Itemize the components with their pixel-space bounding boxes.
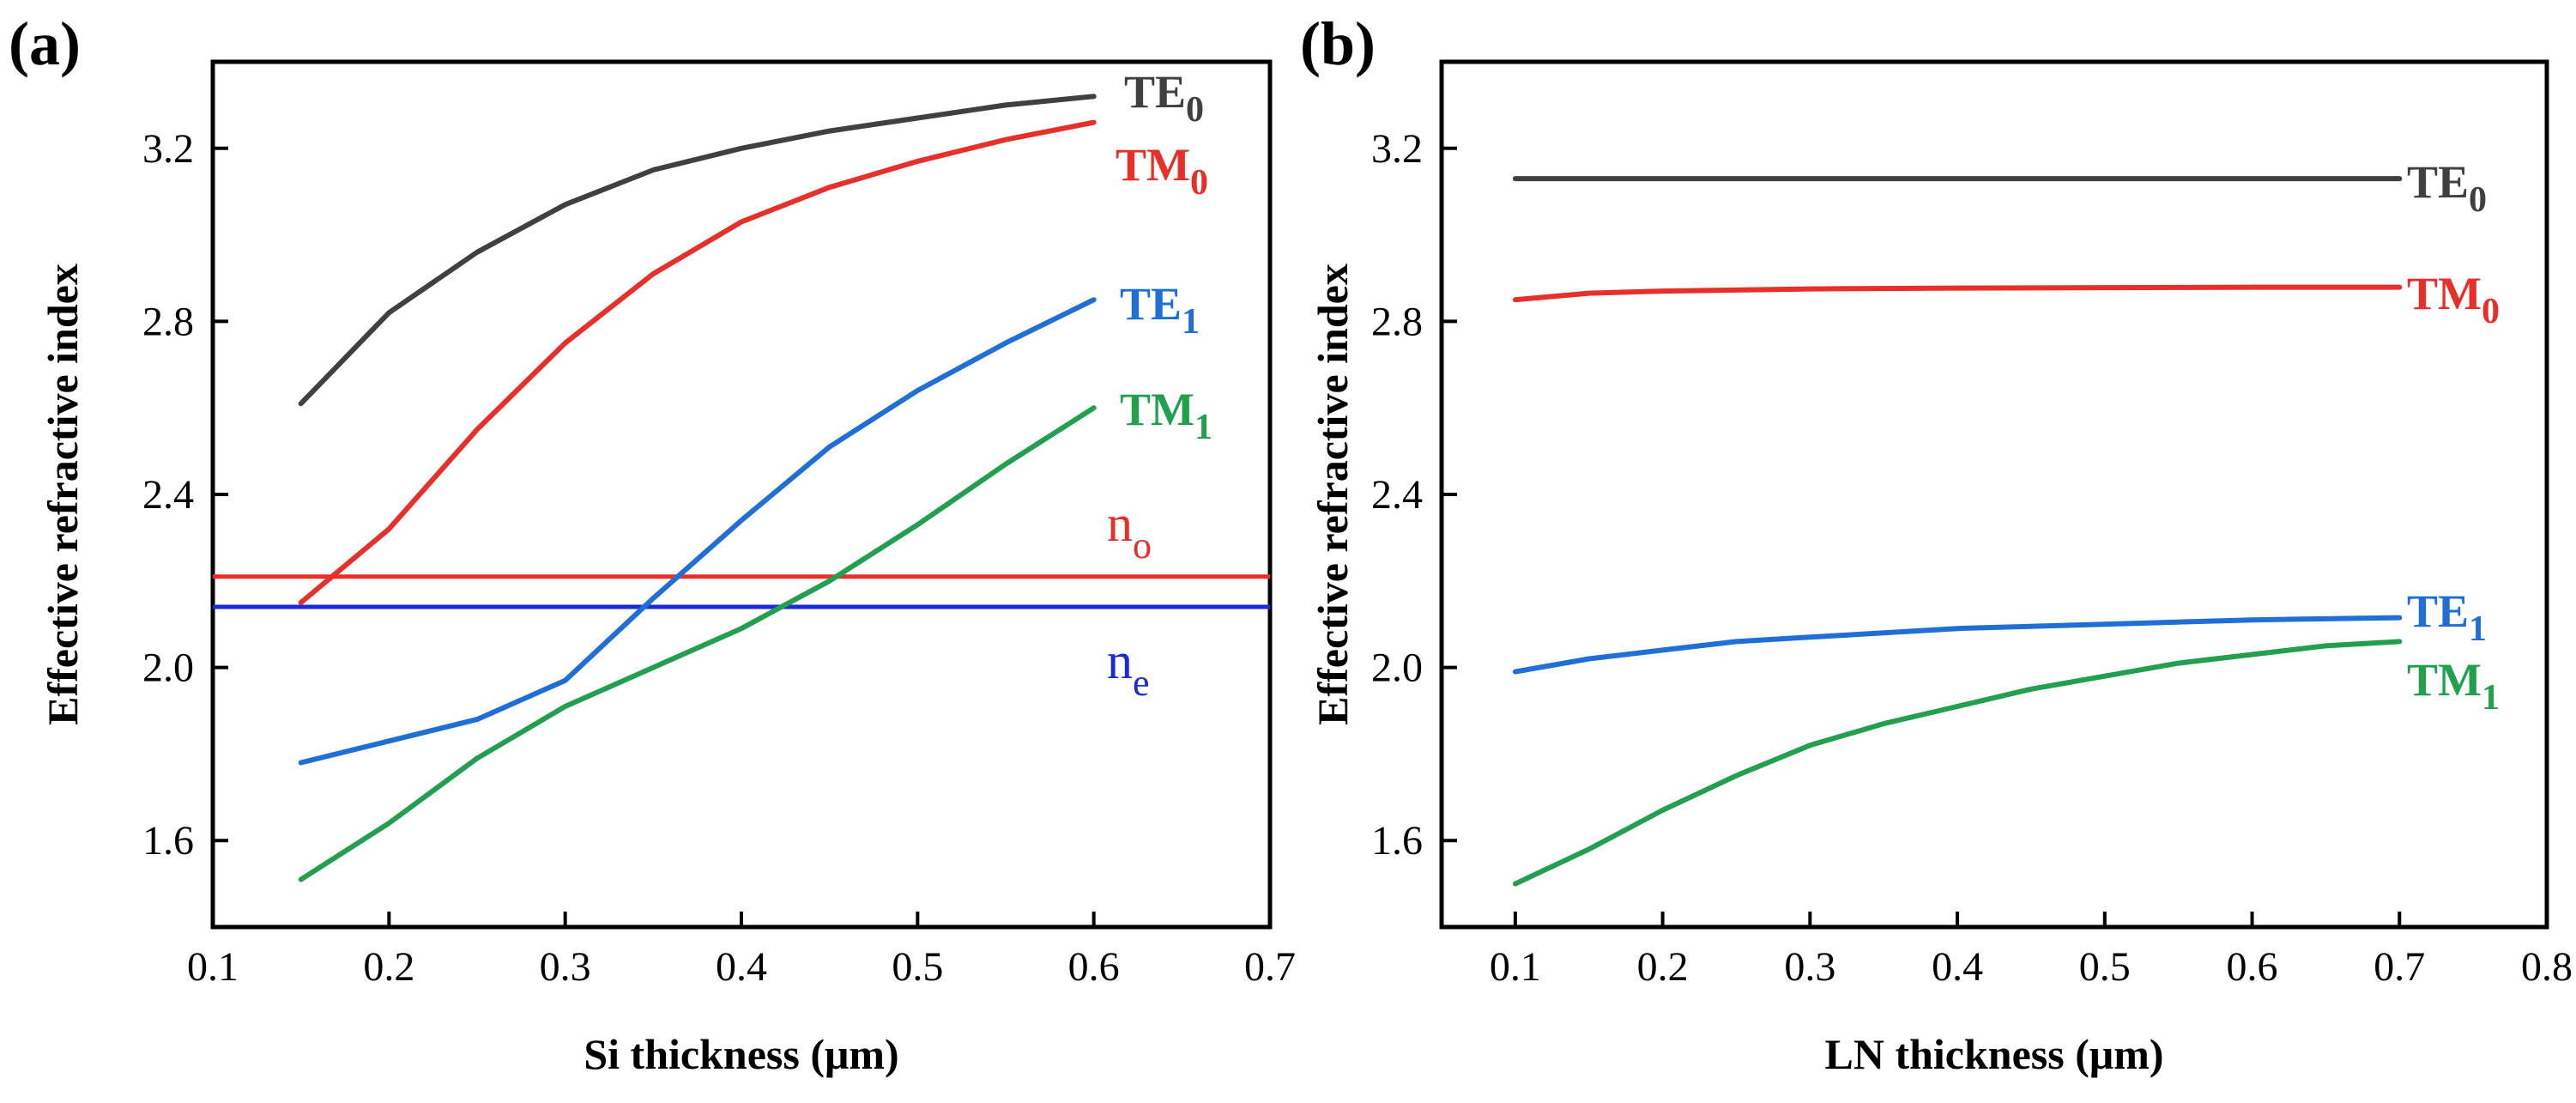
series-label: TE0	[1124, 66, 1204, 130]
plot-frame	[210, 59, 1273, 930]
y-tick-label: 2.4	[1371, 472, 1423, 518]
x-tick-label: 0.7	[2373, 944, 2425, 990]
x-tick-label: 0.7	[1244, 944, 1296, 990]
x-tick-label: 0.1	[1490, 944, 1541, 990]
x-tick-label: 0.5	[892, 944, 943, 990]
x-tick-label: 0.4	[716, 944, 767, 990]
x-tick-label: 0.1	[187, 944, 239, 990]
reference-line-label: ne	[1107, 633, 1150, 704]
series-line-TM0	[1512, 284, 2403, 303]
y-axis-title: Effective refractive index	[1309, 264, 1357, 725]
series-line-TE1	[298, 297, 1097, 766]
y-tick-label: 1.6	[142, 818, 194, 864]
panel-label: (b)	[1300, 9, 1376, 78]
reference-line-label: no	[1107, 495, 1152, 567]
series-label: TE1	[1120, 278, 1200, 342]
x-tick-label: 0.6	[1068, 944, 1120, 990]
panel-a: (a) 1.6 2.0 2.4 2.8 3.2 0.1 0.2 0.3 0.4 0.5 0.6 0.7 S…	[9, 9, 1296, 1078]
x-tick-label: 0.2	[363, 944, 414, 990]
x-tick-label: 0.2	[1637, 944, 1689, 990]
y-axis-title: Effective refractive index	[39, 264, 87, 725]
series-line-TM1	[298, 405, 1097, 882]
y-tick-label: 3.2	[142, 126, 194, 172]
series-label: TM1	[2407, 654, 2500, 718]
x-tick-label: 0.8	[2521, 944, 2573, 990]
x-tick-label: 0.4	[1932, 944, 1983, 990]
series-label: TE1	[2407, 585, 2487, 649]
y-tick-label: 2.0	[142, 645, 194, 691]
x-tick-label: 0.6	[2227, 944, 2278, 990]
series-line-TM0	[298, 119, 1097, 605]
x-axis-title: Si thickness (μm)	[584, 1030, 898, 1078]
x-axis-title: LN thickness (μm)	[1824, 1030, 2163, 1078]
x-tick-label: 0.3	[540, 944, 591, 990]
y-tick-label: 2.8	[142, 299, 194, 344]
series-line-TM1	[1512, 639, 2403, 887]
plot-frame	[1439, 59, 2549, 930]
y-tick-label: 2.8	[1371, 299, 1423, 344]
panel-label: (a)	[9, 9, 81, 78]
series-label: TM0	[2407, 268, 2500, 331]
panel-b: (b) 1.6 2.0 2.4 2.8 3.2 0.1 0.2 0.3 0.4 0.5 0.6 0.7 0…	[1300, 9, 2573, 1078]
series-line-TE1	[1512, 615, 2403, 675]
series-label: TM1	[1120, 384, 1212, 447]
series-label: TM0	[1116, 139, 1208, 203]
y-tick-label: 2.4	[142, 472, 194, 518]
series-label: TE0	[2407, 156, 2487, 220]
series-line-TE0	[298, 94, 1097, 407]
y-tick-label: 3.2	[1371, 126, 1423, 172]
y-tick-label: 2.0	[1371, 645, 1423, 691]
y-tick-label: 1.6	[1371, 818, 1423, 864]
x-tick-label: 0.3	[1784, 944, 1835, 990]
x-tick-label: 0.5	[2079, 944, 2131, 990]
